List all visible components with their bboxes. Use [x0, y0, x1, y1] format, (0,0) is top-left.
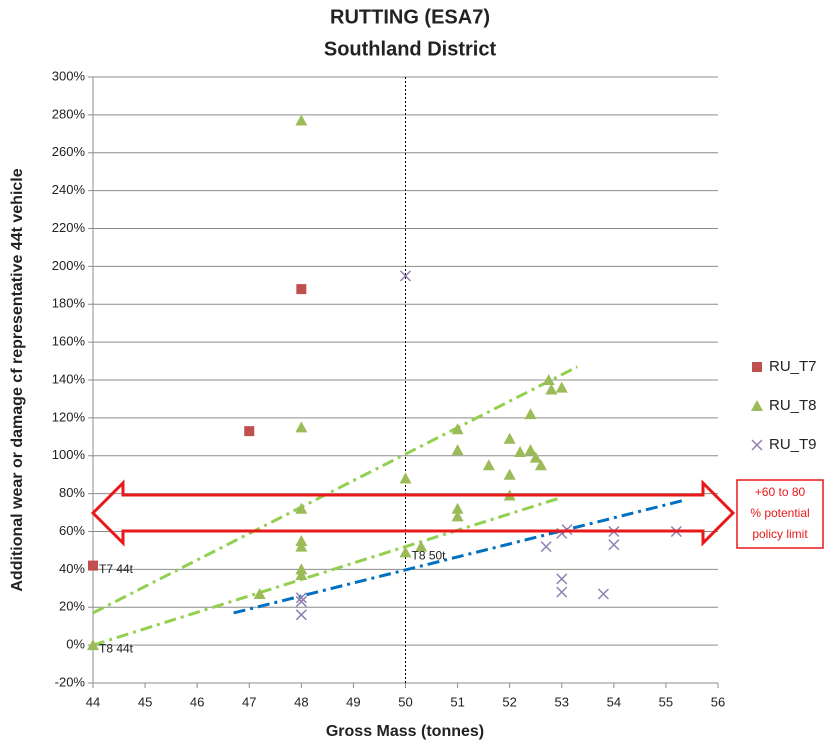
point — [295, 534, 308, 546]
y-tick-label: -20% — [55, 674, 86, 689]
point — [295, 502, 308, 514]
point — [87, 639, 99, 651]
point — [399, 472, 412, 484]
point — [545, 383, 558, 395]
x-tick-label: 47 — [242, 694, 256, 709]
policy-box — [736, 479, 824, 549]
y-tick-label: 200% — [52, 258, 86, 273]
x-tick-label: 53 — [555, 694, 569, 709]
point — [524, 444, 537, 456]
x-tick-label: 44 — [86, 694, 100, 709]
legend: RU_T7 RU_T8 RU_T9 — [751, 358, 817, 453]
point — [295, 569, 308, 581]
y-tick-label: 160% — [52, 334, 86, 349]
legend-label: RU_T9 — [769, 436, 817, 453]
x-tick-label: 46 — [190, 694, 204, 709]
annotation: T8 50t — [412, 549, 447, 563]
x-tick-label: 45 — [138, 694, 152, 709]
point — [295, 540, 308, 552]
point — [451, 444, 464, 456]
point — [295, 114, 308, 126]
plot: T7 44t T8 44t T8 50t — [87, 114, 685, 655]
point — [542, 374, 555, 385]
point — [524, 408, 537, 420]
annotation: T8 44t — [99, 641, 134, 655]
point — [451, 502, 464, 514]
chart-title: RUTTING (ESA7) — [330, 6, 490, 28]
grid: -20% 0% 20% 40% 60% 80% 100% 120% 140% 160% 180% 20… — [52, 68, 725, 709]
point — [597, 588, 609, 600]
y-tick-label: 60% — [59, 523, 85, 538]
x-tick-label: 50 — [398, 694, 412, 709]
y-axis-title: Additional wear or damage cf representat… — [9, 168, 26, 591]
policy-note: policy limit — [752, 527, 808, 541]
trend-line — [92, 495, 563, 647]
y-tick-label: 140% — [52, 371, 86, 386]
y-tick-label: 20% — [59, 599, 85, 614]
point — [555, 381, 568, 393]
policy-note: +60 to 80 — [755, 485, 806, 499]
y-tick-label: 280% — [52, 106, 86, 121]
point — [296, 284, 307, 295]
y-tick-label: 260% — [52, 144, 86, 159]
point — [295, 592, 307, 604]
x-tick-label: 56 — [711, 694, 725, 709]
x-tick-label: 52 — [502, 694, 516, 709]
point — [399, 546, 412, 558]
y-tick-label: 300% — [52, 68, 86, 83]
legend-label: RU_T8 — [769, 397, 817, 414]
point — [751, 439, 763, 451]
point — [295, 563, 308, 575]
point — [415, 540, 428, 552]
chart-subtitle: Southland District — [324, 38, 497, 60]
point — [295, 596, 307, 608]
point — [529, 451, 542, 463]
trend-line — [233, 498, 685, 615]
policy-note: % potential — [750, 506, 809, 520]
point — [556, 586, 568, 598]
point — [253, 587, 266, 599]
y-tick-label: 80% — [59, 485, 85, 500]
point — [482, 459, 495, 471]
x-tick-label: 54 — [607, 694, 621, 709]
point — [514, 445, 527, 457]
policy-arrow — [90, 479, 736, 547]
y-tick-label: 240% — [52, 182, 86, 197]
point — [503, 432, 516, 444]
trend-line — [92, 365, 579, 615]
point — [88, 560, 98, 571]
x-tick-label: 51 — [450, 694, 464, 709]
x-tick-label: 49 — [346, 694, 360, 709]
point — [752, 362, 762, 372]
x-tick-label: 55 — [659, 694, 673, 709]
point — [503, 468, 516, 480]
x-tick-label: 48 — [294, 694, 308, 709]
y-tick-label: 220% — [52, 220, 86, 235]
point — [534, 459, 547, 471]
point — [451, 510, 464, 522]
point — [540, 541, 552, 553]
point — [751, 400, 763, 411]
y-tick-label: 120% — [52, 409, 86, 424]
point — [244, 426, 255, 437]
y-tick-label: 40% — [59, 561, 85, 576]
legend-label: RU_T7 — [769, 358, 817, 375]
point — [295, 609, 307, 621]
point — [451, 423, 464, 435]
y-tick-label: 100% — [52, 447, 86, 462]
point — [556, 573, 568, 585]
x-axis-title: Gross Mass (tonnes) — [326, 723, 484, 740]
point — [608, 539, 620, 551]
y-tick-label: 180% — [52, 296, 86, 311]
annotation: T7 44t — [99, 562, 134, 576]
point — [295, 421, 308, 433]
point — [399, 270, 412, 282]
y-tick-label: 0% — [66, 637, 85, 652]
